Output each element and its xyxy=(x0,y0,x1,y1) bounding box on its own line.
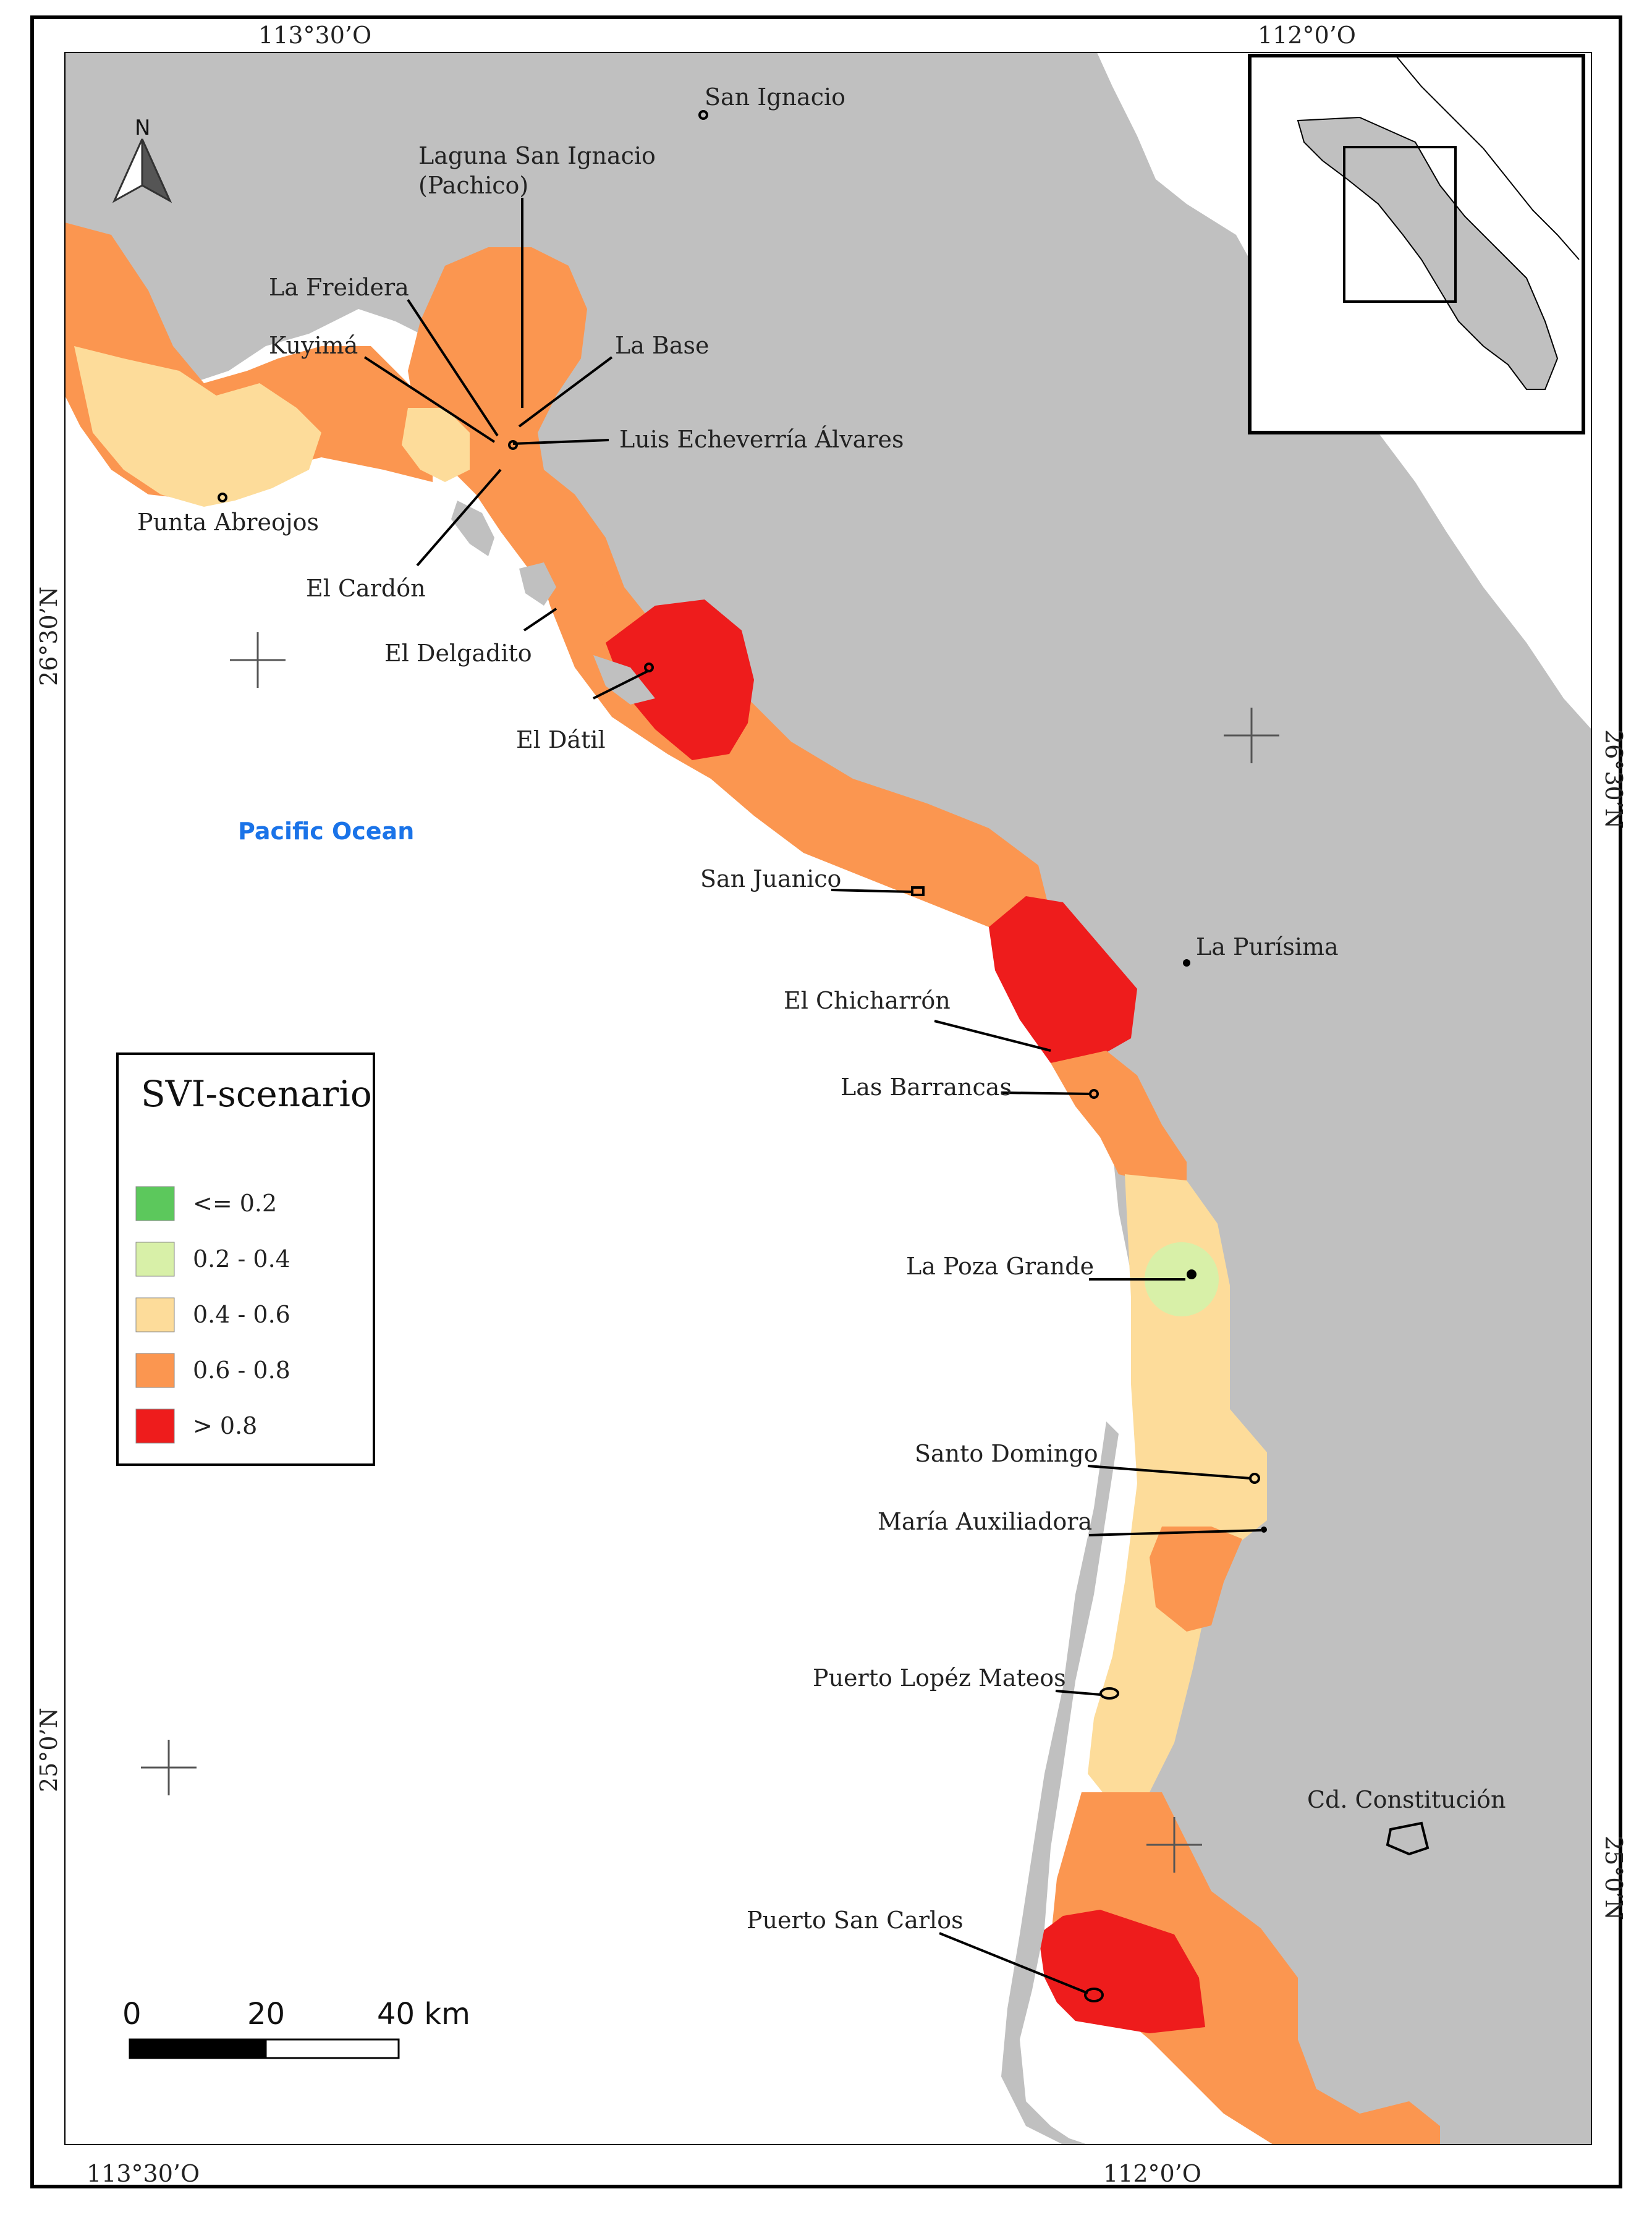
svi-zone-luis xyxy=(402,408,470,482)
marker-lopez-mateos xyxy=(1099,1687,1119,1700)
leader-chicharron xyxy=(934,1020,1051,1052)
legend-title: SVI-scenario xyxy=(141,1073,372,1115)
scale-segment-black xyxy=(129,2038,267,2059)
leader-la-base xyxy=(518,356,613,428)
label-san-ignacio: San Ignacio xyxy=(705,83,845,111)
legend-swatch-3 xyxy=(135,1297,175,1332)
label-la-base: La Base xyxy=(615,332,710,359)
label-puerto-lopez-mateos: Puerto Lopéz Mateos xyxy=(813,1664,1066,1692)
coord-top-right: 112°0’O xyxy=(1258,22,1356,49)
label-laguna-line2: (Pachico) xyxy=(418,172,528,199)
label-el-chicharron: El Chicharrón xyxy=(784,987,951,1014)
scale-label-0: 0 xyxy=(122,1997,142,2031)
map-panel xyxy=(65,53,1591,2145)
coord-left-upper: 26°30’N xyxy=(35,587,62,686)
svi-zone-maria xyxy=(1150,1527,1242,1632)
marker-la-purisima xyxy=(1183,959,1190,967)
marker-maria xyxy=(1261,1527,1267,1533)
svi-zone-laguna xyxy=(408,247,649,630)
label-la-poza-grande: La Poza Grande xyxy=(906,1253,1094,1280)
leader-barrancas xyxy=(1001,1091,1091,1095)
svi-zone-san-carlos xyxy=(1038,1910,1205,2033)
scale-segment-white xyxy=(265,2038,400,2059)
island-delgadito xyxy=(519,562,556,606)
coord-bottom-right: 112°0’O xyxy=(1103,2160,1201,2187)
label-puerto-san-carlos: Puerto San Carlos xyxy=(747,1907,964,1934)
scale-label-20: 20 xyxy=(247,1997,285,2031)
leader-kuyima xyxy=(363,356,496,443)
marker-laguna xyxy=(508,440,518,450)
inset-mainland-coast xyxy=(1396,56,1580,260)
legend-swatch-5 xyxy=(135,1408,175,1444)
coord-right-lower: 25°0’N xyxy=(1600,1836,1627,1920)
scale-label-40: 40 km xyxy=(377,1997,470,2031)
label-maria-auxiliadora: María Auxiliadora xyxy=(878,1508,1092,1535)
coord-bottom-left: 113°30’O xyxy=(87,2160,200,2187)
leader-luis xyxy=(512,439,609,445)
leader-lopez-mateos xyxy=(1055,1690,1101,1696)
scale-bar: 0 20 40 km xyxy=(122,1997,470,2059)
svi-zone-barrancas xyxy=(1051,1051,1187,1187)
graticule-cross-4 xyxy=(1146,1817,1202,1873)
marker-san-ignacio xyxy=(698,110,708,120)
legend-label-4: 0.6 - 0.8 xyxy=(193,1357,290,1384)
graticule-cross-3 xyxy=(141,1740,197,1795)
svi-zone-poza xyxy=(1088,1174,1267,1805)
legend-swatch-4 xyxy=(135,1353,175,1388)
marker-abreojos xyxy=(218,493,227,502)
svi-zone-abreojos xyxy=(74,346,321,507)
coord-top-left: 113°30’O xyxy=(258,22,371,49)
leader-santo-domingo xyxy=(1087,1465,1252,1480)
label-san-juanico: San Juanico xyxy=(700,865,841,892)
label-la-freidera: La Freidera xyxy=(269,274,409,301)
north-arrow: N xyxy=(112,116,172,203)
ocean-label: Pacific Ocean xyxy=(238,818,414,845)
label-luis: Luis Echeverría Álvares xyxy=(619,426,904,453)
label-cd-constitucion: Cd. Constitución xyxy=(1307,1786,1506,1813)
inset-extent-box xyxy=(1343,146,1457,303)
leader-cardon xyxy=(416,468,502,567)
label-el-datil: El Dátil xyxy=(516,726,606,753)
svi-zone-datil xyxy=(606,599,754,760)
legend-label-3: 0.4 - 0.6 xyxy=(193,1301,290,1328)
leader-datil xyxy=(593,669,650,700)
marker-poza xyxy=(1187,1269,1197,1279)
leader-maria xyxy=(1088,1529,1261,1536)
svi-zone-south xyxy=(1051,1792,1440,2145)
inset-land xyxy=(1297,116,1559,390)
label-el-cardon: El Cardón xyxy=(306,575,426,602)
marker-cd-constitucion xyxy=(1386,1821,1430,1856)
legend: SVI-scenario <= 0.2 0.2 - 0.4 0.4 - 0.6 … xyxy=(116,1052,375,1466)
label-kuyima: Kuyimá xyxy=(269,332,358,359)
svi-zone-chicharron xyxy=(989,896,1137,1063)
legend-label-1: <= 0.2 xyxy=(193,1190,277,1217)
inset-map xyxy=(1248,54,1585,434)
leader-san-carlos xyxy=(939,1932,1088,1994)
island-datil xyxy=(593,655,655,705)
leader-freidera xyxy=(407,299,499,437)
legend-label-5: > 0.8 xyxy=(193,1412,257,1439)
graticule-cross-1 xyxy=(230,632,286,688)
leader-san-juanico xyxy=(831,889,913,893)
legend-swatch-1 xyxy=(135,1186,175,1221)
label-santo-domingo: Santo Domingo xyxy=(915,1440,1098,1467)
coord-right-upper: 26°30’N xyxy=(1600,729,1627,829)
marker-san-carlos xyxy=(1084,1988,1104,2002)
label-laguna-line1: Laguna San Ignacio xyxy=(418,142,656,169)
map-panel-border xyxy=(64,52,1592,2145)
legend-swatch-2 xyxy=(135,1242,175,1277)
label-las-barrancas: Las Barrancas xyxy=(841,1074,1012,1101)
label-el-delgadito: El Delgadito xyxy=(384,640,532,667)
north-arrow-label: N xyxy=(135,116,150,140)
coord-left-lower: 25°0’N xyxy=(35,1708,62,1792)
label-la-purisima: La Purísima xyxy=(1196,933,1339,960)
label-punta-abreojos: Punta Abreojos xyxy=(137,509,319,536)
leader-delgadito xyxy=(523,608,557,632)
graticule-cross-2 xyxy=(1224,708,1279,763)
barrier-island-magdalena xyxy=(1001,1421,1119,2145)
legend-label-2: 0.2 - 0.4 xyxy=(193,1245,290,1273)
